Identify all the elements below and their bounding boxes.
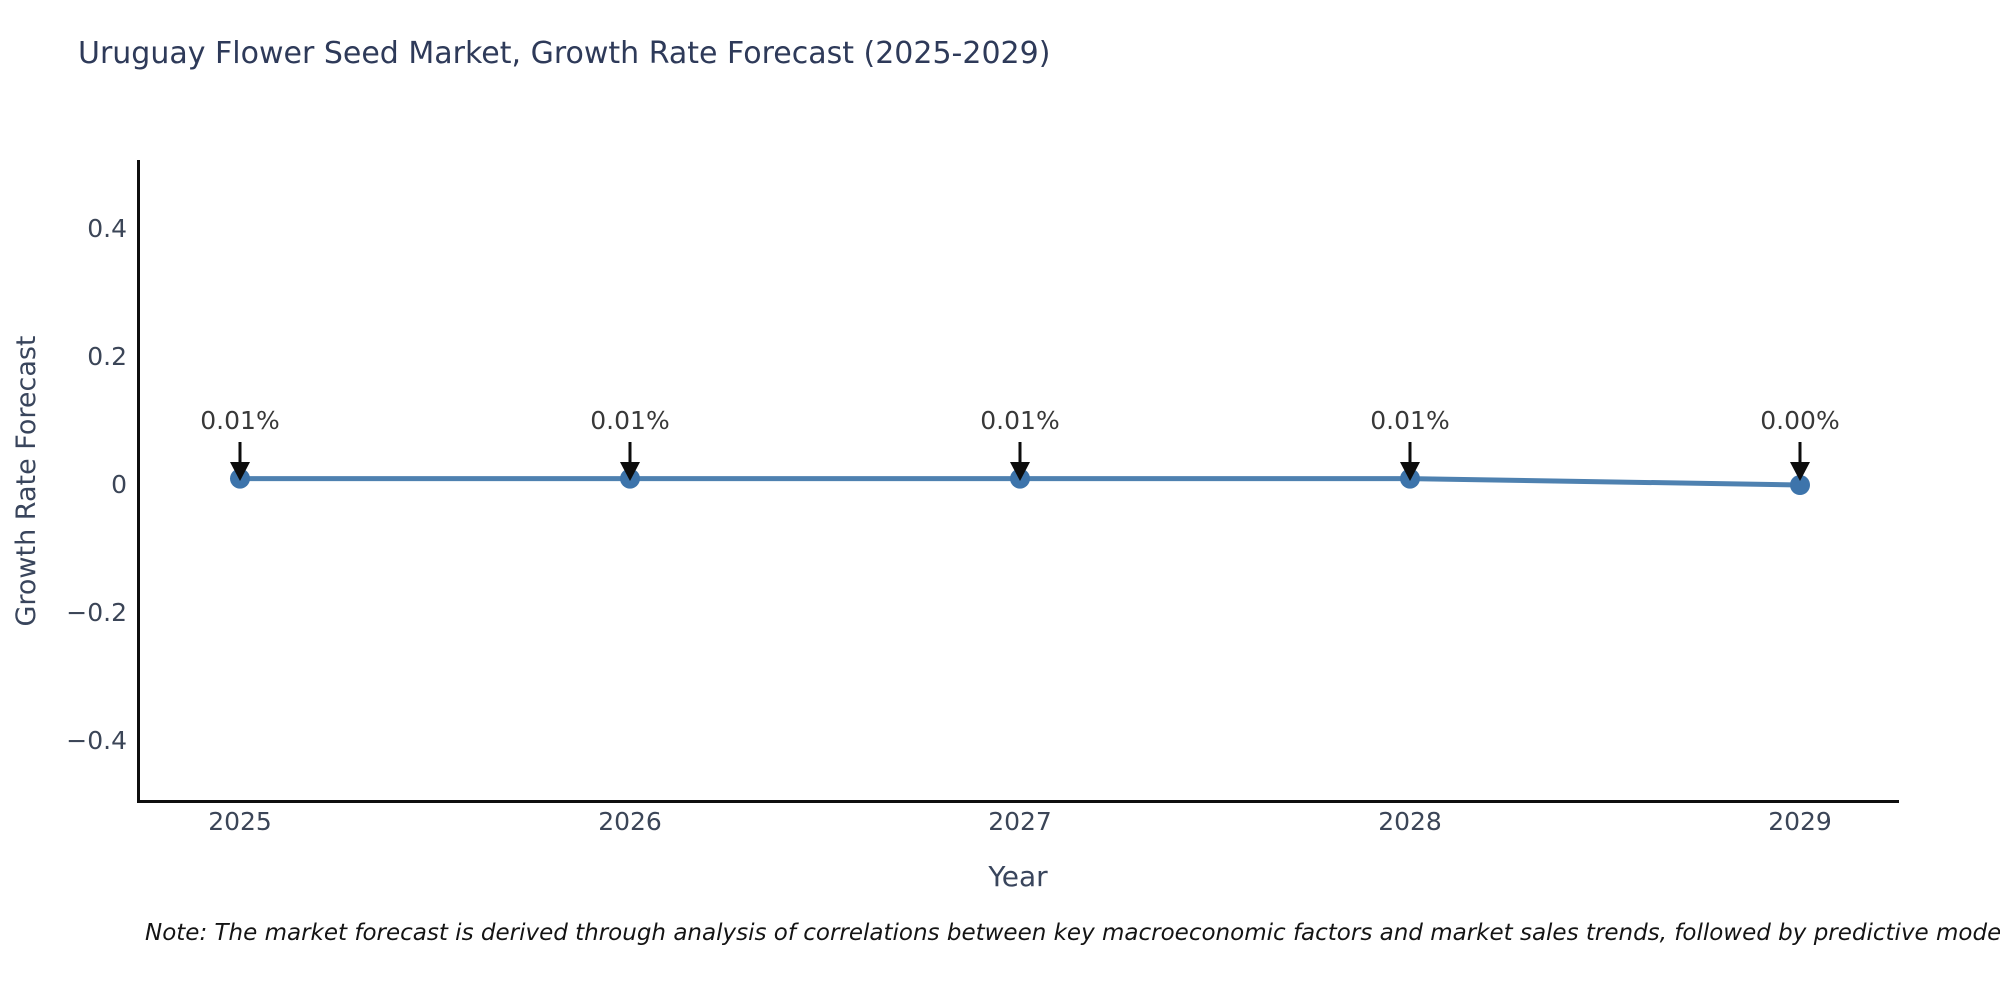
y-axis-line [137,160,140,803]
point-annotation: 0.01% [165,406,315,482]
annotation-label: 0.01% [590,406,670,435]
x-tick-label: 2026 [598,807,662,836]
y-tick-label: 0.4 [87,214,127,243]
x-tick-label: 2028 [1378,807,1442,836]
point-annotation: 0.01% [555,406,705,482]
point-annotation: 0.00% [1725,406,1875,482]
annotation-arrow-icon [620,442,640,481]
y-tick-label: −0.4 [66,726,127,755]
y-tick-label: −0.2 [66,598,127,627]
x-tick-label: 2025 [208,807,272,836]
y-tick-label: 0 [111,470,127,499]
chart-title: Uruguay Flower Seed Market, Growth Rate … [78,36,1051,71]
x-axis-title: Year [988,860,1048,893]
point-annotation: 0.01% [945,406,1095,482]
footnote: Note: The market forecast is derived thr… [145,920,2000,946]
annotation-arrow-icon [1790,442,1810,481]
annotation-arrow-icon [1400,442,1420,481]
annotation-label: 0.01% [980,406,1060,435]
x-tick-label: 2027 [988,807,1052,836]
point-annotation: 0.01% [1335,406,1485,482]
annotation-label: 0.00% [1760,406,1840,435]
annotation-arrow-icon [230,442,250,481]
x-tick-label: 2029 [1768,807,1832,836]
annotation-arrow-icon [1010,442,1030,481]
annotation-label: 0.01% [1370,406,1450,435]
x-axis-line [137,800,1899,803]
annotation-label: 0.01% [200,406,280,435]
y-tick-label: 0.2 [87,342,127,371]
